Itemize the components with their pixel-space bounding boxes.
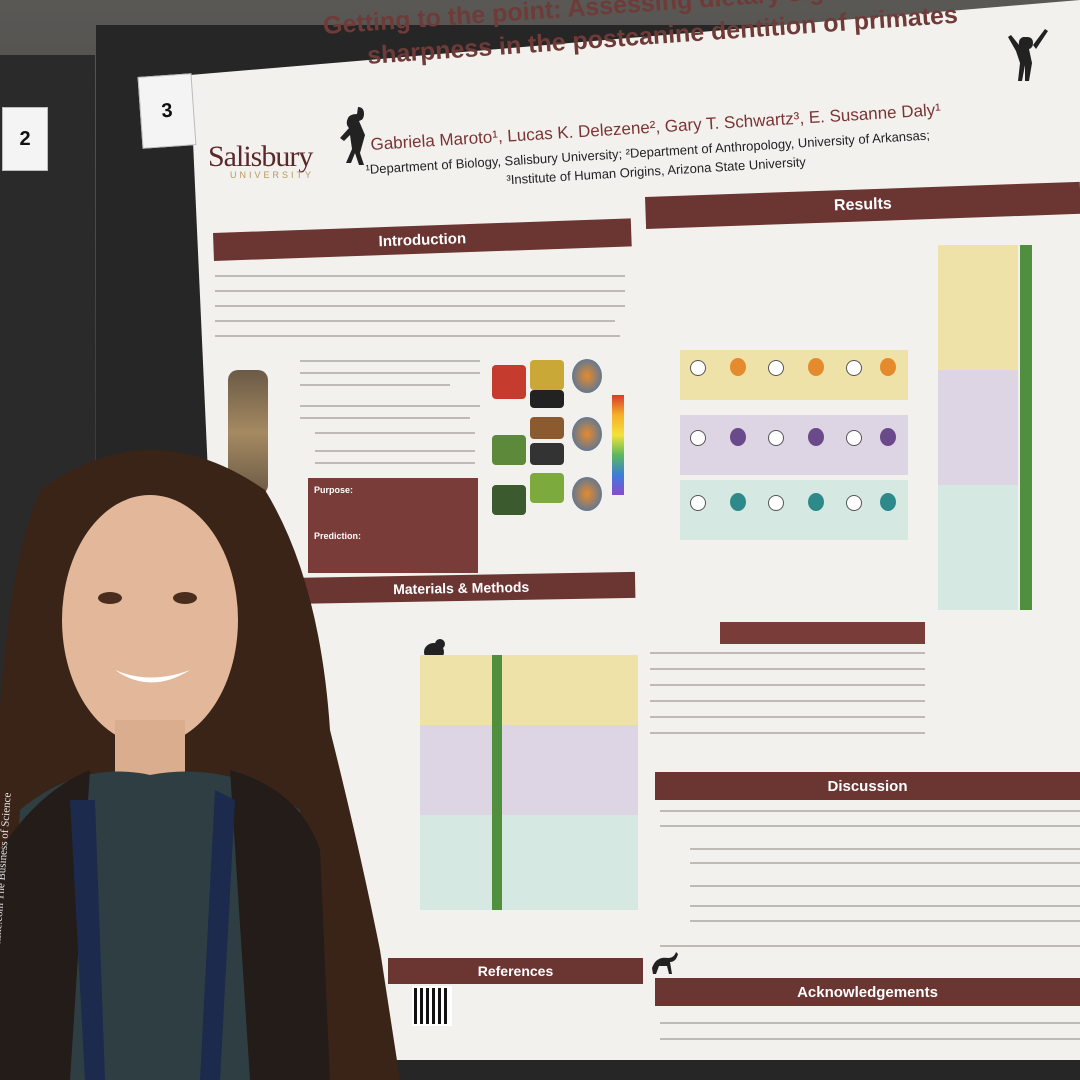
monkey-icon: [1008, 29, 1048, 81]
purpose-label: Purpose:: [314, 485, 354, 495]
phylogeny-figure: [420, 650, 638, 910]
university-logo: Salisbury: [208, 140, 313, 173]
references-header: References: [388, 958, 643, 984]
results-table-header: [720, 622, 925, 644]
monkey-icon: [340, 107, 365, 165]
diet-figure: [490, 355, 630, 535]
boxplot-panel: [938, 245, 1080, 610]
results-figure: [680, 300, 908, 545]
booth-number-tag: 3: [137, 73, 197, 149]
university-logo-subtext: UNIVERSITY: [230, 170, 315, 180]
acknowledgements-header: Acknowledgements: [655, 978, 1080, 1006]
monkey-icon: [652, 952, 678, 974]
qr-code: [412, 986, 452, 1026]
discussion-header: Discussion: [655, 772, 1080, 800]
purpose-box: Purpose: Prediction:: [308, 478, 478, 573]
prediction-label: Prediction:: [314, 531, 362, 541]
booth-number-tag: 2: [2, 107, 48, 171]
presenter-photo: [0, 450, 400, 1080]
